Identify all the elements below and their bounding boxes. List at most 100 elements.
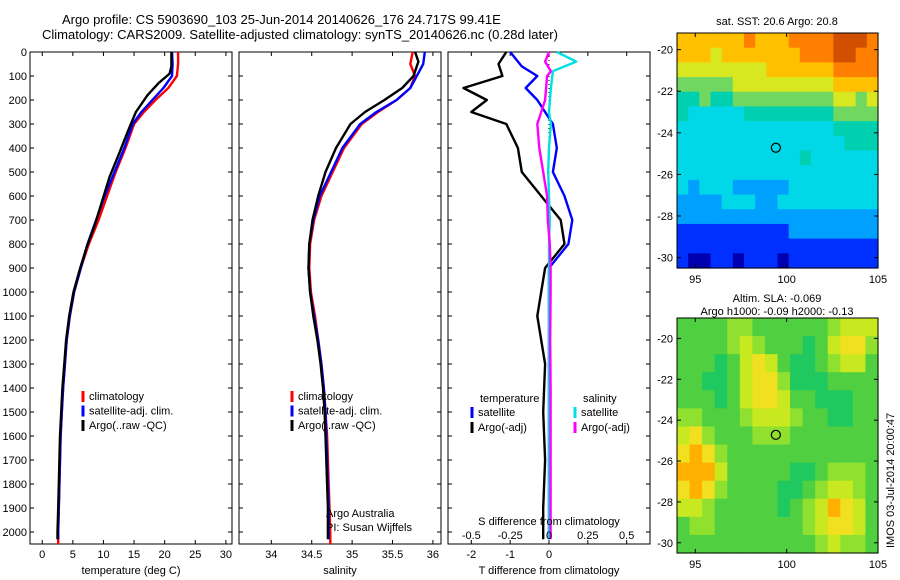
y-tick-label: 500 xyxy=(9,167,27,179)
heatmap-cell xyxy=(727,480,741,500)
heatmap-cell xyxy=(788,209,801,225)
heatmap-cell xyxy=(710,238,723,254)
heatmap-cell xyxy=(702,534,716,554)
heatmap-cell xyxy=(699,223,712,240)
x-tick-label: -1 xyxy=(505,549,515,561)
heatmap-cell xyxy=(732,77,745,93)
heatmap-cell xyxy=(699,165,712,181)
heatmap-cell xyxy=(755,33,767,49)
heatmap-cell xyxy=(833,135,846,152)
heatmap-cells-altimetry xyxy=(677,318,879,554)
heatmap-cell xyxy=(799,223,812,240)
y-tick-label: 1400 xyxy=(3,383,27,395)
heatmap-cell xyxy=(866,62,879,78)
heatmap-cell xyxy=(689,390,703,409)
heatmap-cell xyxy=(777,372,791,391)
heatmap-cell xyxy=(764,408,779,428)
heatmap-cell xyxy=(702,318,716,337)
heatmap-cell xyxy=(815,354,829,373)
heatmap-cell xyxy=(865,498,879,518)
heatmap-cell xyxy=(766,62,779,78)
heatmap-cell xyxy=(714,318,728,337)
heatmap-cell xyxy=(844,135,857,152)
heatmap-cell xyxy=(833,223,846,240)
heatmap-cell xyxy=(714,372,728,391)
x-tick-label: 35.5 xyxy=(382,549,403,561)
heatmap-cell xyxy=(811,47,823,63)
heatmap-cell xyxy=(855,165,868,181)
heatmap-cell xyxy=(822,135,834,152)
heatmap-cell xyxy=(688,238,700,254)
heatmap-cell xyxy=(788,47,801,63)
heatmap-cell xyxy=(815,336,829,355)
heatmap-cell xyxy=(815,534,829,554)
y-tick-label: 700 xyxy=(9,215,27,227)
heatmap-cell xyxy=(840,426,854,446)
heatmap-cell xyxy=(752,390,766,409)
heatmap-cell xyxy=(788,91,801,108)
map-frame-sat_sst xyxy=(676,32,879,269)
heatmap-cell xyxy=(727,516,741,536)
heatmap-cell xyxy=(744,238,756,254)
heatmap-cell xyxy=(811,77,823,93)
heatmap-cell xyxy=(699,238,712,254)
heatmap-cell xyxy=(855,91,868,108)
heatmap-cell xyxy=(866,91,879,108)
heatmap-cell xyxy=(799,33,812,49)
heatmap-cell xyxy=(710,223,723,240)
heatmap-cell xyxy=(721,106,734,122)
heatmap-cell xyxy=(744,209,756,225)
heatmap-cell xyxy=(744,91,756,108)
heatmap-cell xyxy=(802,336,816,355)
heatmap-cell xyxy=(766,194,779,210)
heatmap-cell xyxy=(727,462,741,482)
heatmap-cell xyxy=(714,408,728,428)
heatmap-cell xyxy=(752,462,766,482)
heatmap-cell xyxy=(677,106,689,122)
heatmap-cell xyxy=(833,194,846,210)
heatmap-cell xyxy=(699,91,712,108)
heatmap-cell xyxy=(827,498,841,518)
heatmap-cell xyxy=(714,480,728,500)
y-tick-label: 1000 xyxy=(3,287,27,299)
heatmap-cell xyxy=(777,121,790,137)
heatmap-cell xyxy=(752,354,766,373)
heatmap-cell xyxy=(777,194,790,210)
map-frame-altimetry xyxy=(676,317,879,554)
y-tick-label: -28 xyxy=(657,497,673,509)
x-tick-label: 25 xyxy=(189,549,201,561)
legend-label: Argo(..raw -QC) xyxy=(89,420,167,432)
y-tick-label: -28 xyxy=(657,211,673,223)
heatmap-cell xyxy=(688,62,700,78)
heatmap-cell xyxy=(764,480,779,500)
heatmap-cell xyxy=(766,106,779,122)
heatmap-cell xyxy=(799,62,812,78)
y-tick-label: 0 xyxy=(21,47,27,59)
heatmap-cell xyxy=(788,223,801,240)
heatmap-cell xyxy=(755,223,767,240)
heatmap-cell xyxy=(677,354,691,373)
heatmap-cell xyxy=(688,47,700,63)
heatmap-cell xyxy=(739,462,753,482)
heatmap-cell xyxy=(688,165,700,181)
heatmap-cell xyxy=(689,534,703,554)
heatmap-cell xyxy=(840,498,854,518)
y-tick-label: -24 xyxy=(657,128,673,140)
s-tick-label: -0.5 xyxy=(462,530,481,542)
heatmap-cell xyxy=(752,426,766,446)
x-tick-label: 100 xyxy=(777,274,795,286)
heatmap-cell xyxy=(710,209,723,225)
heatmap-cell xyxy=(840,534,854,554)
heatmap-cell xyxy=(755,121,767,137)
heatmap-cell xyxy=(721,150,734,166)
heatmap-cell xyxy=(689,372,703,391)
heatmap-cell xyxy=(865,318,879,337)
heatmap-cell xyxy=(815,426,829,446)
series-blue-line xyxy=(57,51,174,540)
heatmap-cell xyxy=(721,253,734,269)
heatmap-cell xyxy=(688,91,700,108)
heatmap-cell xyxy=(844,179,857,196)
heatmap-cell xyxy=(739,372,753,391)
y-tick-label: 1300 xyxy=(3,359,27,371)
heatmap-cell xyxy=(744,135,756,152)
